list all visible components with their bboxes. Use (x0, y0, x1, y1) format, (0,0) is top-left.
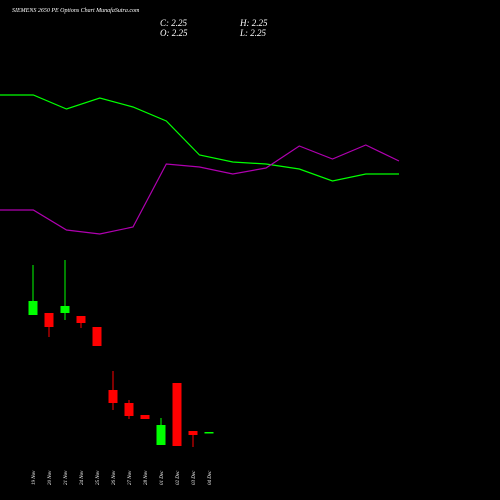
candle-body (44, 313, 54, 327)
candle-body (76, 316, 86, 323)
candle-body (124, 403, 134, 416)
info-high: H: 2.25 (239, 18, 268, 28)
x-tick-label: 24 Nov (80, 470, 85, 485)
x-tick-label: 01 Dec (160, 470, 165, 485)
x-tick-label: 03 Dec (192, 470, 197, 485)
candle-body (188, 431, 198, 435)
x-tick-label: 26 Nov (112, 470, 117, 485)
candle-body (172, 383, 182, 446)
candle-body (156, 425, 166, 445)
candle-body (60, 306, 70, 313)
info-close: C: 2.25 (160, 18, 188, 28)
candle-body (204, 432, 214, 434)
x-tick-label: 20 Nov (48, 470, 53, 485)
x-tick-label: 27 Nov (128, 470, 133, 485)
x-tick-label: 02 Dec (176, 470, 181, 485)
info-low: L: 2.25 (239, 28, 267, 38)
x-tick-label: 25 Nov (96, 470, 101, 485)
x-tick-label: 21 Nov (64, 470, 69, 485)
indicator-line (0, 94, 399, 182)
x-tick-label: 04 Dec (208, 470, 213, 485)
chart-title: SIEMENS 2650 PE Options Chart MunafaSutr… (12, 7, 140, 14)
x-tick-label: 19 Nov (32, 470, 37, 485)
x-tick-label: 28 Nov (144, 470, 149, 485)
candle-body (108, 390, 118, 403)
candle-body (28, 301, 38, 315)
indicator-line (0, 144, 400, 235)
info-open: O: 2.25 (160, 28, 188, 38)
candle-body (92, 327, 102, 346)
candle-body (140, 415, 150, 419)
